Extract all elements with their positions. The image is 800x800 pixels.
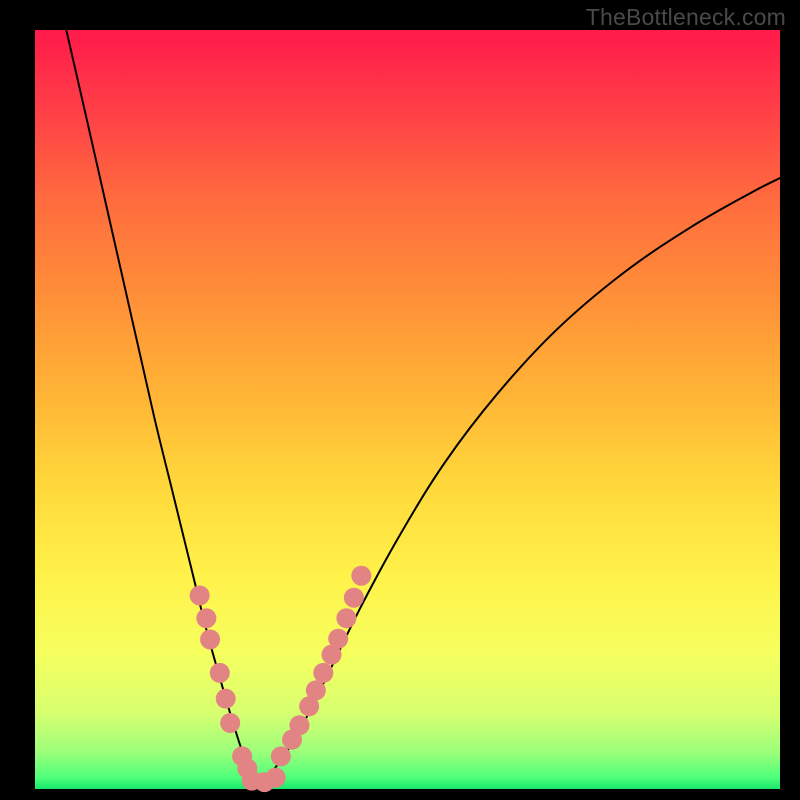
- marker-dot: [306, 680, 326, 700]
- canvas-frame: TheBottleneck.com: [0, 0, 800, 800]
- markers-bottom: [242, 768, 286, 793]
- marker-dot: [289, 715, 309, 735]
- left-curve: [66, 30, 258, 784]
- plot-area: [35, 30, 780, 789]
- marker-dot: [344, 588, 364, 608]
- marker-dot: [266, 768, 286, 788]
- marker-dot: [336, 608, 356, 628]
- marker-dot: [196, 608, 216, 628]
- marker-dot: [328, 629, 348, 649]
- marker-dot: [216, 689, 236, 709]
- marker-dot: [200, 629, 220, 649]
- right-curve: [259, 178, 781, 784]
- markers-right: [271, 566, 371, 767]
- marker-dot: [210, 663, 230, 683]
- markers-left: [190, 585, 258, 778]
- marker-dot: [220, 713, 240, 733]
- chart-svg: [35, 30, 780, 789]
- watermark-text: TheBottleneck.com: [586, 4, 786, 31]
- marker-dot: [351, 566, 371, 586]
- marker-dot: [313, 663, 333, 683]
- marker-dot: [271, 746, 291, 766]
- marker-dot: [190, 585, 210, 605]
